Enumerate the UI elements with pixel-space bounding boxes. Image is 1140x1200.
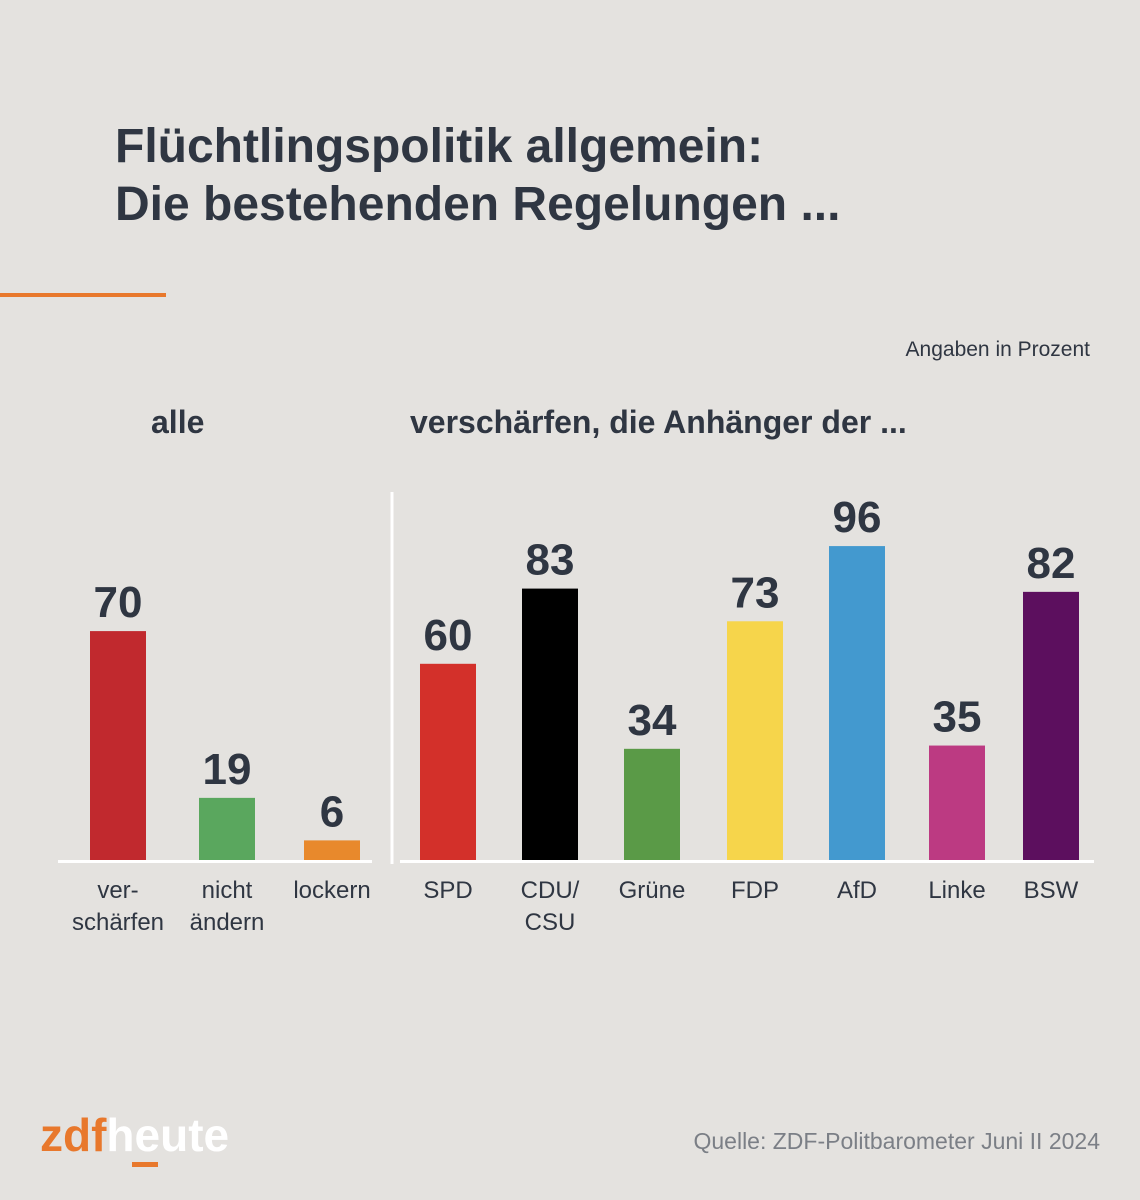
- category-label-parteien-3: FDP: [731, 877, 779, 904]
- category-label-parteien-4: AfD: [837, 877, 877, 904]
- accent-line: [0, 293, 166, 297]
- bar-parteien-0: [420, 663, 476, 860]
- logo-heute: heute: [106, 1109, 230, 1161]
- source-note: Quelle: ZDF-Politbarometer Juni II 2024: [693, 1128, 1100, 1154]
- value-label-alle-2: 6: [320, 787, 344, 836]
- value-label-alle-1: 19: [203, 745, 252, 794]
- zdfheute-logo: zdfheute: [40, 1108, 229, 1168]
- bar-parteien-5: [929, 745, 985, 860]
- category-label-parteien-1: CDU/CSU: [521, 877, 580, 936]
- bar-alle-1: [199, 797, 255, 860]
- value-label-parteien-2: 34: [628, 696, 677, 745]
- category-label-parteien-6: BSW: [1024, 877, 1079, 904]
- value-label-parteien-4: 96: [833, 493, 882, 542]
- section-label-parties: verschärfen, die Anhänger der ...: [410, 404, 907, 440]
- title-line-1: Flüchtlingspolitik allgemein:: [115, 120, 764, 173]
- value-label-parteien-3: 73: [731, 568, 780, 617]
- bar-parteien-6: [1023, 591, 1079, 860]
- logo-zdf: zdf: [40, 1109, 107, 1161]
- bar-parteien-1: [522, 588, 578, 860]
- category-label-alle-0: ver-schärfen: [72, 877, 164, 936]
- chart-title: Flüchtlingspolitik allgemein: Die besteh…: [115, 118, 840, 234]
- category-label-parteien-2: Grüne: [619, 877, 686, 904]
- value-label-parteien-5: 35: [933, 693, 982, 742]
- bar-chart: 70 ver-schärfen 19 nicht ändern 6 lockern 60 SPD…: [58, 492, 1094, 936]
- bar-parteien-2: [624, 748, 680, 860]
- bar-alle-2: [304, 840, 360, 860]
- section-label-alle: alle: [151, 404, 205, 440]
- value-label-parteien-0: 60: [424, 611, 473, 660]
- bar-parteien-3: [727, 621, 783, 860]
- category-label-alle-2: lockern: [293, 877, 370, 904]
- value-label-parteien-6: 82: [1027, 539, 1076, 588]
- value-label-alle-0: 70: [94, 578, 143, 627]
- category-label-alle-1: nicht ändern: [190, 877, 265, 936]
- bar-parteien-4: [829, 546, 885, 860]
- bar-alle-0: [90, 631, 146, 860]
- value-label-parteien-1: 83: [526, 536, 575, 585]
- units-note: Angaben in Prozent: [905, 338, 1090, 361]
- logo-underscore: [132, 1162, 158, 1167]
- category-label-parteien-5: Linke: [928, 877, 985, 904]
- title-line-2: Die bestehenden Regelungen ...: [115, 178, 841, 231]
- category-label-parteien-0: SPD: [423, 877, 472, 904]
